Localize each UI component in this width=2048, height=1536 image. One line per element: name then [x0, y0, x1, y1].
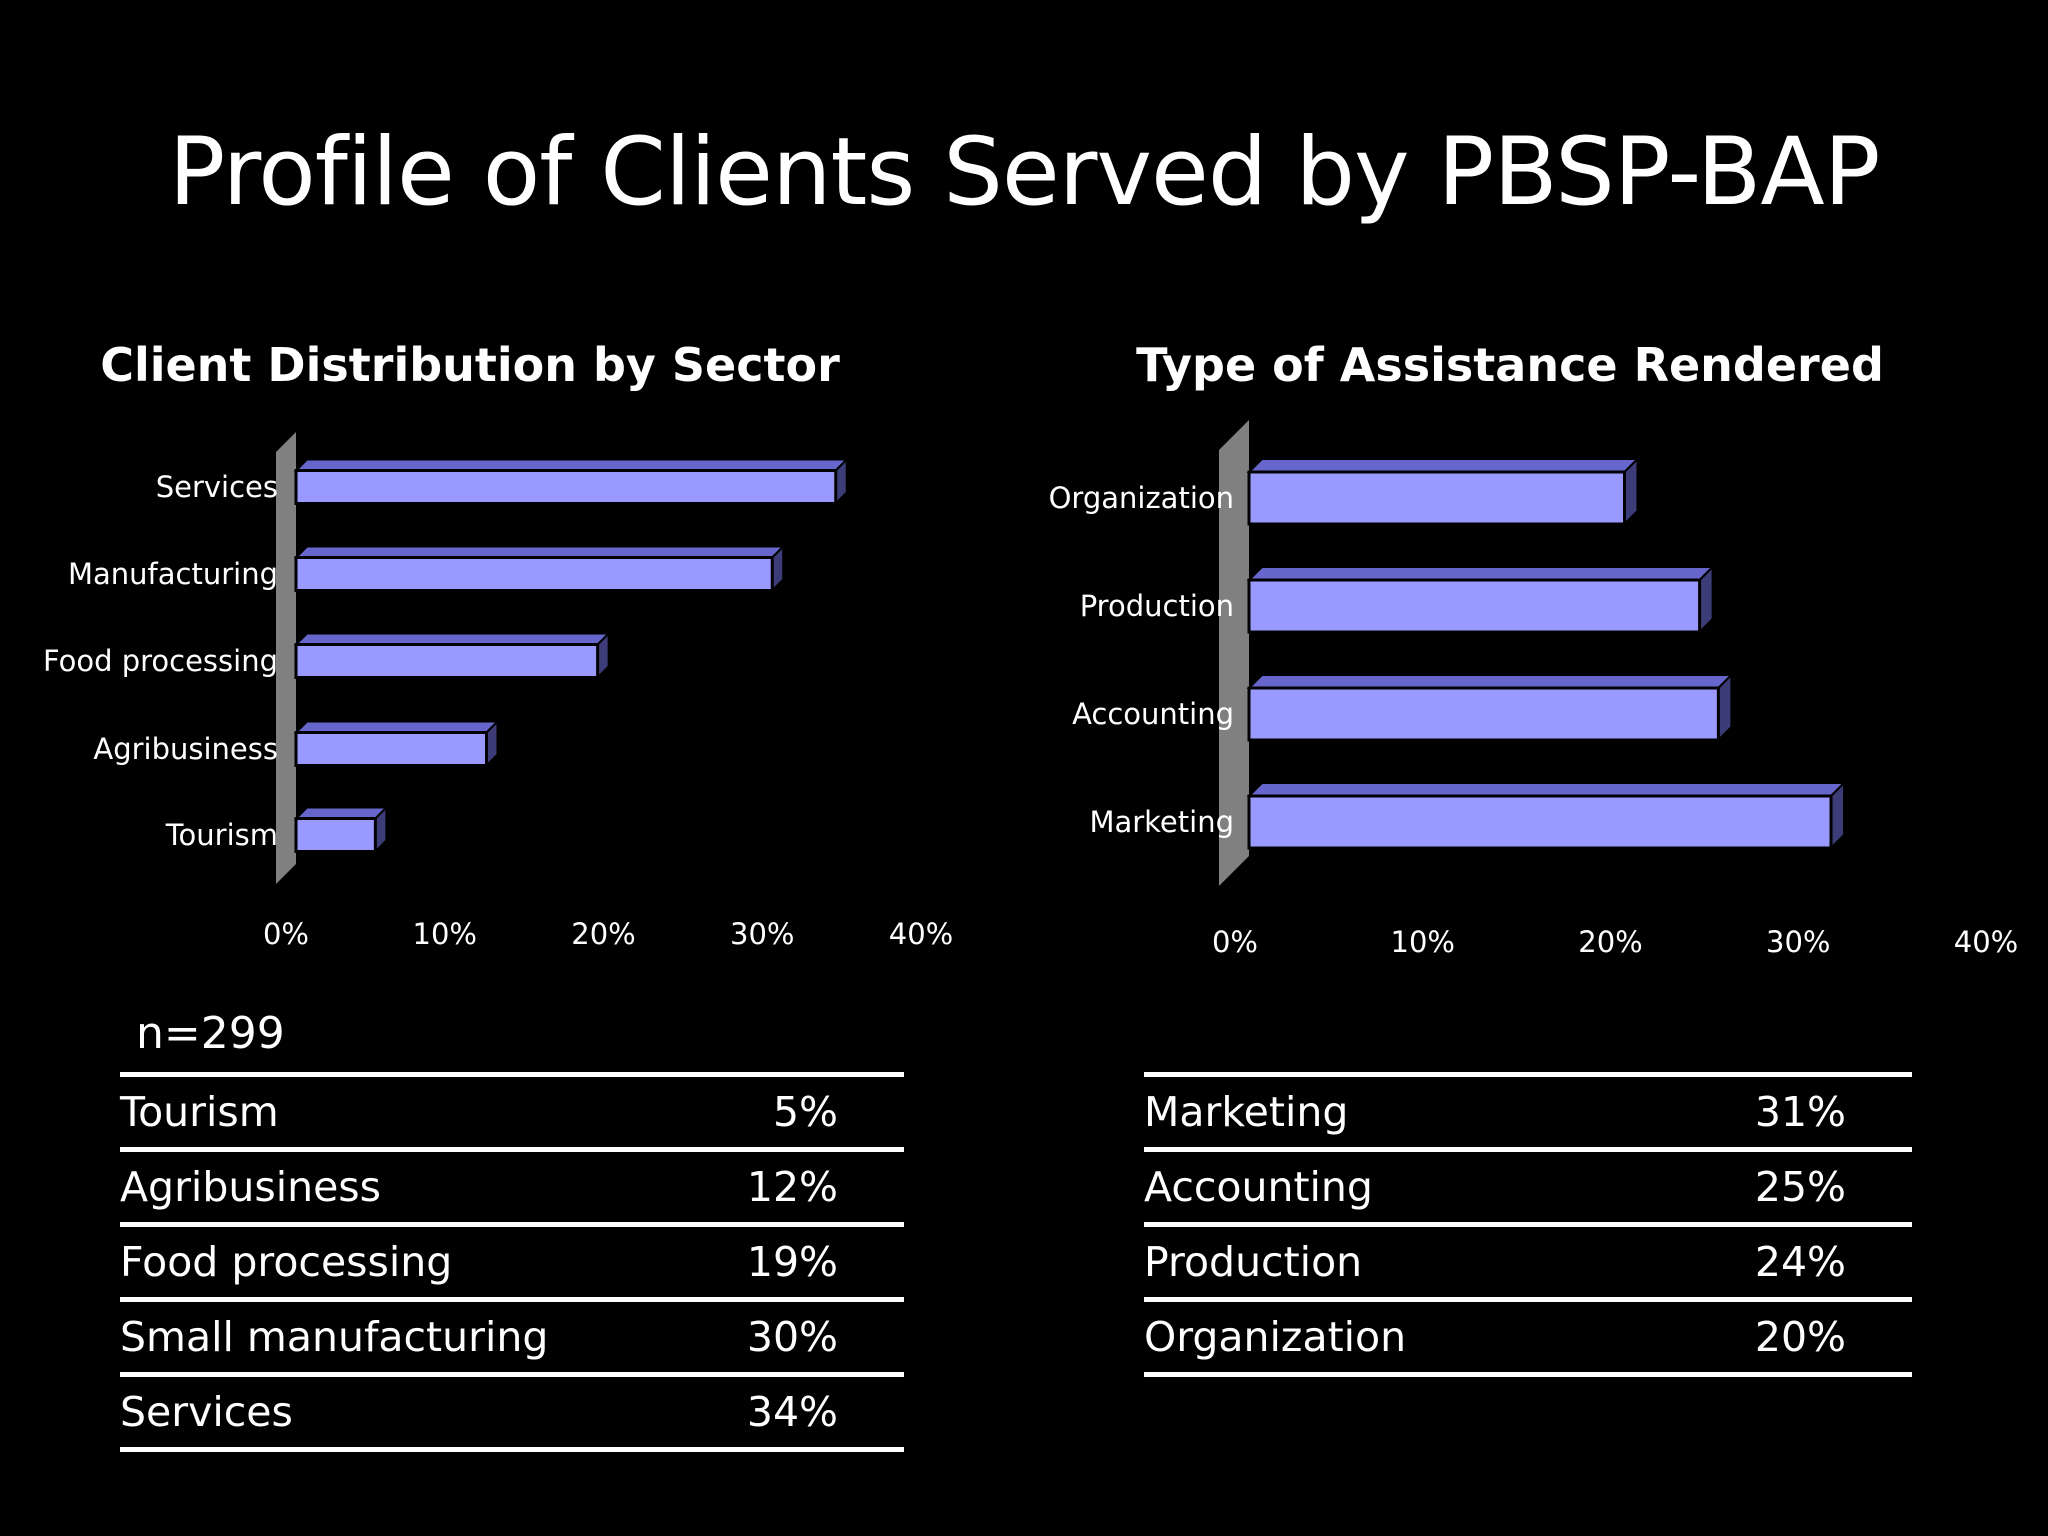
row-value: 25% [1754, 1163, 1846, 1211]
row-value: 5% [772, 1088, 838, 1136]
assist-axis-wall [1219, 420, 1249, 886]
assist-category-label: Marketing [1089, 805, 1234, 839]
row-value: 20% [1754, 1313, 1846, 1361]
assist-bar-top [1246, 458, 1640, 473]
page-title: Profile of Clients Served by PBSP-BAP [168, 118, 1881, 227]
row-label: Accounting [1144, 1163, 1373, 1211]
assist-bar-top [1246, 674, 1734, 689]
assist-category-label: Accounting [1072, 697, 1234, 731]
sector-category-label: Manufacturing [68, 557, 278, 591]
row-label: Organization [1144, 1313, 1407, 1361]
table-row: Production 24% [1144, 1225, 1912, 1300]
row-label: Production [1144, 1238, 1363, 1286]
sector-chart-title: Client Distribution by Sector [100, 338, 840, 392]
assist-bar [1246, 564, 1716, 635]
sector-category-label: Food processing [43, 644, 278, 678]
assistance-chart: Organization Production Accounting Marketin… [1049, 420, 2018, 959]
sector-bar [293, 805, 389, 854]
row-value: 19% [746, 1238, 838, 1286]
assist-bar-side [1717, 672, 1733, 743]
assist-bar-front [1247, 794, 1833, 850]
sector-category-label: Tourism [165, 818, 278, 852]
sector-chart: Services Manufacturing Food processing Agri… [43, 432, 953, 951]
sample-size: n=299 [136, 1008, 285, 1059]
assist-bar [1246, 780, 1847, 851]
sector-bar [293, 457, 850, 506]
row-label: Agribusiness [120, 1163, 382, 1211]
sector-bar [293, 631, 612, 680]
sector-bar [293, 544, 786, 593]
sector-tick-label: 30% [730, 917, 794, 951]
table-row: Tourism 5% [120, 1074, 904, 1150]
sector-bar [293, 719, 500, 768]
assist-tick-label: 0% [1212, 925, 1258, 959]
row-label: Marketing [1144, 1088, 1349, 1136]
assist-category-label: Organization [1049, 481, 1234, 515]
assist-bar-side [1830, 780, 1846, 851]
assist-tick-label: 20% [1578, 925, 1642, 959]
assist-category-label: Production [1080, 589, 1234, 623]
row-label: Food processing [120, 1238, 453, 1286]
sector-table: Tourism 5% Agribusiness 12% Food processin… [120, 1072, 904, 1452]
sector-bar-front [294, 817, 377, 853]
sector-bar-front [294, 469, 838, 505]
table-row: Food processing 19% [120, 1225, 904, 1300]
assistance-chart-title: Type of Assistance Rendered [1136, 338, 1884, 392]
assist-bar [1246, 456, 1640, 527]
table-row: Agribusiness 12% [120, 1150, 904, 1225]
table-row: Small manufacturing 30% [120, 1300, 904, 1375]
table-row: Organization 20% [1144, 1300, 1912, 1375]
assist-bar-front [1247, 470, 1626, 526]
sector-bar-front [294, 643, 600, 679]
table-row: Marketing 31% [1144, 1074, 1912, 1150]
row-label: Services [120, 1388, 293, 1436]
row-label: Small manufacturing [120, 1313, 549, 1361]
sector-bar-front [294, 731, 488, 767]
assist-tick-label: 40% [1954, 925, 2018, 959]
assist-bar-side [1698, 564, 1714, 635]
sector-tick-label: 10% [413, 917, 477, 951]
table-row: Services 34% [120, 1375, 904, 1450]
row-label: Tourism [120, 1088, 279, 1136]
sector-bar-front [294, 556, 774, 592]
assist-tick-label: 30% [1766, 925, 1830, 959]
table-row: Accounting 25% [1144, 1150, 1912, 1225]
sector-axis-wall [276, 432, 296, 884]
sector-category-label: Agribusiness [93, 732, 278, 766]
sector-tick-label: 20% [571, 917, 635, 951]
assist-bar-front [1247, 578, 1702, 634]
assist-bar-top [1246, 782, 1847, 797]
row-value: 34% [746, 1388, 838, 1436]
assist-bar-top [1246, 566, 1716, 581]
assist-tick-label: 10% [1391, 925, 1455, 959]
assist-bar-side [1623, 456, 1639, 527]
sector-tick-label: 40% [889, 917, 953, 951]
row-value: 24% [1754, 1238, 1846, 1286]
assist-bar-front [1247, 686, 1720, 742]
row-value: 31% [1754, 1088, 1846, 1136]
sector-tick-label: 0% [263, 917, 309, 951]
row-value: 12% [746, 1163, 838, 1211]
assist-bar [1246, 672, 1734, 743]
assistance-table: Marketing 31% Accounting 25% Production 24%… [1144, 1072, 1912, 1377]
sector-category-label: Services [156, 470, 278, 504]
row-value: 30% [746, 1313, 838, 1361]
